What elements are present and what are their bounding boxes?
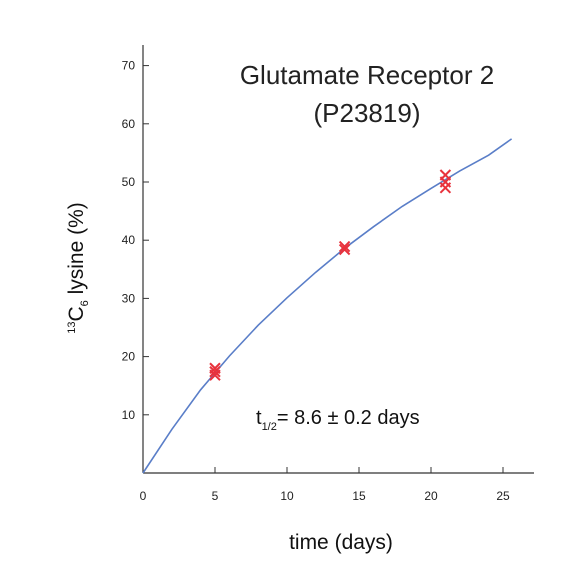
y-tick-label: 70 xyxy=(122,59,136,73)
y-tick-label: 50 xyxy=(122,175,136,189)
data-point xyxy=(338,243,351,256)
x-tick-label: 5 xyxy=(212,489,219,503)
half-life-value: = 8.6 ± 0.2 days xyxy=(277,407,420,429)
x-tick-label: 25 xyxy=(496,489,510,503)
x-tick-label: 10 xyxy=(280,489,294,503)
y-ticks: 10 20 30 40 50 60 70 xyxy=(122,59,149,422)
x-tick-label: 0 xyxy=(140,489,147,503)
y-axis-title: 13C6 lysine (%) xyxy=(65,202,91,334)
y-tick-label: 30 xyxy=(122,291,136,305)
y-tick-label: 10 xyxy=(122,408,136,422)
y-axis-rest: lysine (%) xyxy=(65,202,88,300)
half-life-annotation: t1/2= 8.6 ± 0.2 days xyxy=(256,407,420,433)
x-ticks: 0 5 10 15 20 25 xyxy=(140,467,510,503)
half-life-symbol: t xyxy=(256,407,262,429)
data-point xyxy=(439,169,452,181)
data-point xyxy=(209,366,221,378)
y-tick-label: 60 xyxy=(122,117,136,131)
chart-title-line-1: Glutamate Receptor 2 xyxy=(240,60,494,90)
x-tick-label: 20 xyxy=(424,489,438,503)
y-axis-count-subscript: 6 xyxy=(79,300,91,306)
y-tick-label: 20 xyxy=(122,350,136,364)
chart-title-line-2: (P23819) xyxy=(314,98,421,128)
plot-frame xyxy=(142,45,534,474)
y-axis-isotope-superscript: 13 xyxy=(66,322,78,334)
data-points xyxy=(209,169,452,381)
data-point xyxy=(209,362,221,374)
y-tick-label: 40 xyxy=(122,233,136,247)
x-tick-label: 15 xyxy=(352,489,366,503)
y-axis-element: C xyxy=(65,306,88,321)
half-life-subscript: 1/2 xyxy=(262,421,277,433)
x-axis-title: time (days) xyxy=(289,531,393,554)
data-point xyxy=(338,240,351,253)
fit-curve xyxy=(142,138,513,474)
